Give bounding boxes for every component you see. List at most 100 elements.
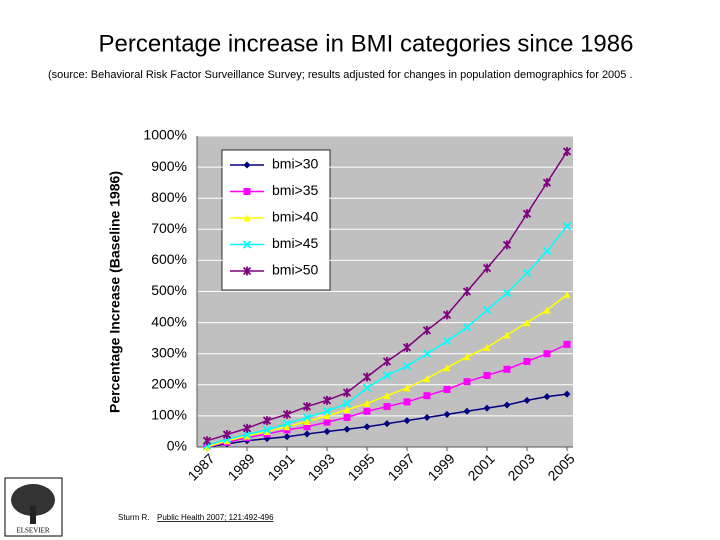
marker: [462, 287, 472, 296]
legend-marker: [242, 266, 252, 276]
y-tick-label: 300%: [151, 344, 187, 360]
legend-label: bmi>30: [272, 156, 319, 172]
marker: [283, 423, 291, 431]
marker: [322, 395, 332, 405]
marker: [543, 306, 551, 314]
marker: [543, 393, 551, 401]
legend-label: bmi>40: [272, 209, 319, 225]
slide-title: Percentage increase in BMI categories si…: [99, 30, 634, 57]
marker: [323, 427, 331, 435]
y-tick-label: 800%: [151, 189, 187, 205]
legend-box: [221, 149, 331, 291]
legend-marker: [242, 240, 252, 249]
marker: [242, 430, 252, 439]
logo-text: ELSEVIER: [16, 527, 49, 535]
logo-tree: [11, 484, 55, 516]
marker: [443, 364, 451, 372]
marker: [563, 291, 571, 299]
marker: [403, 417, 411, 425]
marker: [382, 371, 392, 380]
marker: [463, 353, 471, 361]
marker: [222, 430, 232, 440]
y-tick-label: 700%: [151, 220, 187, 236]
marker: [483, 343, 491, 351]
marker: [502, 288, 512, 298]
marker: [343, 413, 351, 421]
marker: [483, 371, 491, 379]
marker: [442, 310, 452, 320]
marker: [423, 413, 431, 421]
marker: [482, 263, 492, 273]
marker: [302, 413, 312, 422]
marker: [563, 390, 571, 398]
marker: [483, 404, 491, 412]
marker: [442, 337, 452, 346]
marker: [523, 357, 531, 365]
marker: [282, 419, 292, 428]
x-tick-label: 1993: [304, 450, 337, 483]
y-tick-label: 400%: [151, 313, 187, 329]
marker: [422, 349, 432, 358]
marker: [382, 356, 392, 366]
marker: [463, 407, 471, 415]
y-tick-label: 200%: [151, 376, 187, 392]
marker: [342, 388, 352, 398]
marker: [302, 402, 312, 412]
marker: [543, 350, 551, 358]
x-tick-label: 2003: [504, 450, 537, 483]
marker: [383, 403, 391, 411]
y-tick-label: 900%: [151, 158, 187, 174]
marker: [303, 423, 311, 431]
marker: [462, 323, 472, 332]
marker: [523, 319, 531, 327]
marker: [283, 433, 291, 441]
x-tick-label: 1995: [344, 450, 377, 483]
citation-author: Sturm R.: [118, 513, 150, 522]
marker: [443, 385, 451, 393]
legend-marker: [243, 214, 251, 222]
marker: [363, 407, 371, 415]
marker: [363, 399, 371, 407]
logo-trunk: [30, 506, 36, 524]
marker: [563, 340, 571, 348]
y-axis-label: Percentage Increase (Baseline 1986): [107, 171, 123, 413]
x-tick-label: 1997: [384, 450, 417, 483]
legend-marker: [243, 161, 251, 169]
marker: [422, 325, 432, 335]
marker: [443, 410, 451, 418]
publisher-logo: ELSEVIER: [4, 477, 63, 537]
marker: [303, 417, 311, 425]
marker: [323, 418, 331, 426]
marker: [243, 432, 251, 440]
marker: [542, 246, 552, 256]
marker: [362, 383, 372, 393]
marker: [242, 423, 252, 433]
x-tick-label: 1991: [264, 450, 297, 483]
marker: [403, 384, 411, 392]
marker: [503, 401, 511, 409]
marker: [562, 147, 572, 157]
y-tick-label: 0%: [167, 438, 187, 454]
x-tick-label: 1999: [424, 450, 457, 483]
marker: [402, 362, 412, 371]
marker: [523, 396, 531, 404]
marker: [522, 268, 532, 277]
x-tick-label: 2005: [544, 450, 577, 483]
marker: [503, 365, 511, 373]
marker: [343, 425, 351, 433]
y-tick-label: 100%: [151, 407, 187, 423]
legend-label: bmi>45: [272, 235, 319, 251]
marker: [482, 306, 492, 315]
x-tick-label: 2001: [464, 450, 497, 483]
marker: [423, 392, 431, 400]
legend-label: bmi>35: [272, 182, 319, 198]
marker: [363, 423, 371, 431]
legend-label: bmi>50: [272, 262, 319, 278]
marker: [503, 331, 511, 339]
citation-link[interactable]: Public Health 2007; 121:492-496: [157, 513, 274, 522]
marker: [502, 240, 512, 250]
marker: [423, 375, 431, 383]
legend-marker: [243, 188, 251, 195]
